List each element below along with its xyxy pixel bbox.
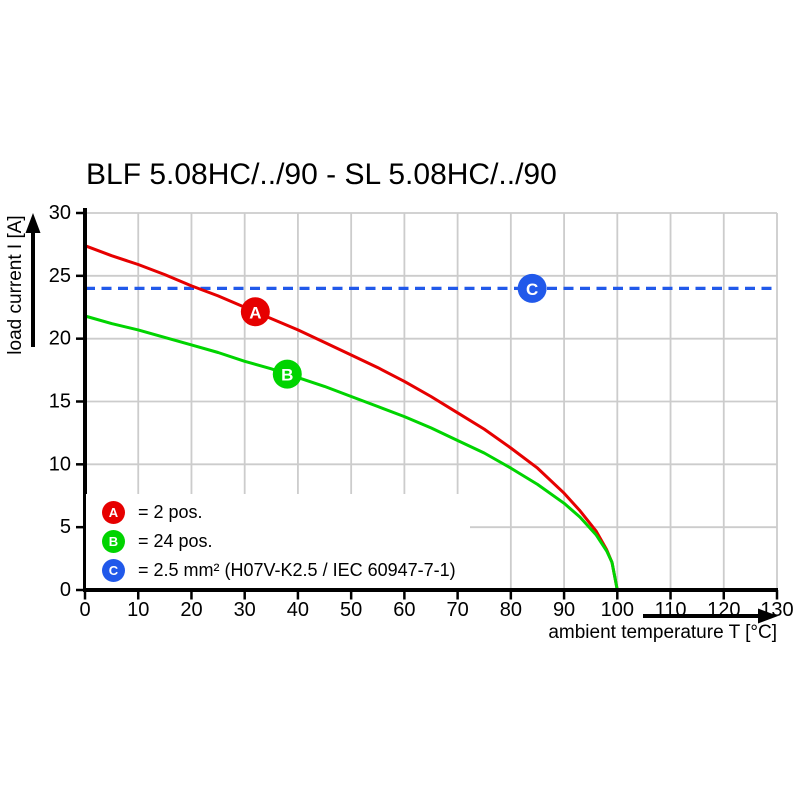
legend-item-A: A = 2 pos. [102,501,470,524]
y-axis-arrow [25,213,41,347]
x-tick-label: 100 [601,599,634,621]
legend-badge-A: A [102,501,125,524]
data-series [83,244,777,592]
legend-item-C: C = 2.5 mm² (H07V-K2.5 / IEC 60947-7-1) [102,559,470,582]
x-tick-label: 70 [446,599,468,621]
x-tick-label: 90 [553,599,575,621]
x-tick-label: 40 [287,599,309,621]
legend-label: = 2 pos. [138,502,203,522]
y-tick-label: 10 [49,453,71,475]
x-tick-label: 20 [180,599,202,621]
y-tick-label: 20 [49,328,71,350]
x-tick-label: 50 [340,599,362,621]
x-axis-label: ambient temperature T [°C] [548,622,777,643]
legend-badge-B: B [102,530,125,553]
axis-ticks [76,211,779,600]
marker-letter-A: A [249,303,261,322]
chart-title: BLF 5.08HC/../90 - SL 5.08HC/../90 [86,158,557,191]
x-tick-label: 60 [393,599,415,621]
legend-item-B: B = 24 pos. [102,530,470,553]
legend-badge-C: C [102,559,125,582]
marker-letter-C: C [526,280,538,299]
x-tick-label: 0 [79,599,90,621]
marker-letter-B: B [281,366,293,385]
y-tick-label: 0 [60,579,71,601]
x-tick-label: 80 [500,599,522,621]
x-axis-arrow [643,608,778,624]
y-axis-label: load current I [A] [5,215,26,355]
x-tick-label: 10 [127,599,149,621]
legend-label: = 24 pos. [138,531,213,551]
y-tick-label: 15 [49,391,71,413]
marker-C [517,273,547,303]
curve-B [83,314,619,592]
legend: A = 2 pos. B = 24 pos. C = 2.5 mm² (H07V-K2.5… [86,494,470,588]
curve-A [83,244,619,592]
y-tick-label: 25 [49,265,71,287]
y-tick-label: 30 [49,202,71,224]
marker-B [272,359,302,389]
legend-label: = 2.5 mm² (H07V-K2.5 / IEC 60947-7-1) [138,560,456,580]
series-markers: A B C [240,273,547,389]
y-tick-label: 5 [60,516,71,538]
marker-A [240,297,270,327]
x-tick-label: 30 [234,599,256,621]
